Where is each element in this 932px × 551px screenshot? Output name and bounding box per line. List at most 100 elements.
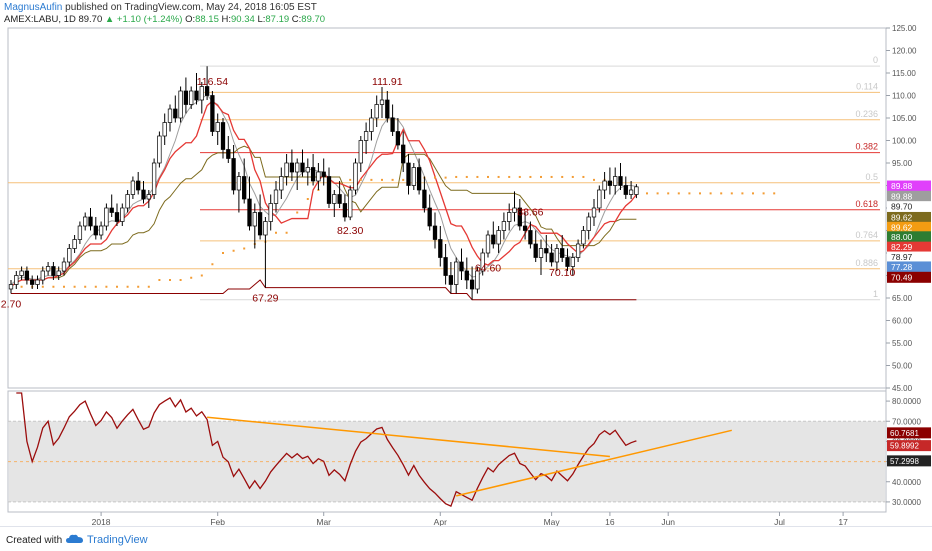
candle-body xyxy=(19,270,24,276)
candle-body xyxy=(438,239,443,258)
projection-dot xyxy=(158,279,161,281)
projection-dot xyxy=(508,175,511,178)
candle-body xyxy=(173,108,178,119)
chart-canvas[interactable]: 125.00 120.00 115.00 110.00 105.00 100.00 95.0… xyxy=(0,0,932,526)
candle-body xyxy=(342,203,348,218)
price-badge xyxy=(887,190,931,202)
author-link[interactable]: MagnusAufin xyxy=(4,2,63,13)
candle-body xyxy=(496,230,501,245)
swing-annotation: 82.30 xyxy=(337,225,363,237)
projection-dot xyxy=(275,231,277,234)
swing-annotation: 88.66 xyxy=(517,207,543,219)
candle-body xyxy=(628,189,634,195)
projection-dot xyxy=(147,285,150,288)
tradingview-brand-link[interactable]: TradingView xyxy=(66,533,148,546)
candle-body xyxy=(475,270,480,290)
candle-body xyxy=(512,207,517,213)
price-tick-label: 45.00 xyxy=(892,384,913,393)
projection-dot xyxy=(381,178,383,181)
candle-body xyxy=(348,189,353,218)
candle-body xyxy=(390,117,395,132)
projection-dot xyxy=(370,178,373,181)
support-line xyxy=(11,279,637,301)
projection-dot xyxy=(232,249,235,252)
red-conversion-line xyxy=(10,100,637,288)
candle-body xyxy=(385,99,390,119)
high-value: 90.34 xyxy=(231,14,255,25)
price-badge xyxy=(887,180,931,192)
candle-body xyxy=(136,180,141,191)
price-badge-label: 78.97 xyxy=(891,252,913,262)
close-value: 89.70 xyxy=(301,14,326,25)
price-badge-label: 70.49 xyxy=(891,272,913,282)
up-arrow-icon: ▲ xyxy=(104,14,115,25)
price-badge xyxy=(887,271,931,283)
projection-dot xyxy=(677,192,680,195)
projection-dot xyxy=(52,285,55,288)
projection-dot xyxy=(169,279,171,281)
projection-dot xyxy=(179,279,182,281)
candle-body xyxy=(326,176,332,204)
rsi-tick-label: 80.0000 xyxy=(892,397,921,406)
low-label: L: xyxy=(257,14,266,25)
projection-dot xyxy=(529,175,532,178)
candle-body xyxy=(98,225,104,236)
price-tick-label: 50.00 xyxy=(892,362,913,371)
candle-body xyxy=(332,194,337,204)
rsi-tick-label: 30.0000 xyxy=(892,498,921,507)
tradingview-brand-text: TradingView xyxy=(87,534,148,546)
candle-body xyxy=(353,162,358,191)
candle-body xyxy=(279,176,284,191)
fib-level-label: 0.382 xyxy=(855,142,878,152)
candle-body xyxy=(226,149,231,159)
candle-body xyxy=(305,167,310,173)
candle-body xyxy=(485,234,491,254)
candle-body xyxy=(257,212,263,236)
candle-body xyxy=(151,162,157,195)
projection-dot xyxy=(296,211,299,214)
candle-body xyxy=(560,248,565,258)
price-badge xyxy=(887,261,931,273)
projection-dot xyxy=(709,192,712,195)
rsi-badge-label: 59.8992 xyxy=(890,442,919,451)
open-value: 88.15 xyxy=(195,14,219,25)
swing-annotation: 64.60 xyxy=(475,263,501,275)
projection-dot xyxy=(720,192,723,195)
projection-dot xyxy=(349,178,352,181)
candle-body xyxy=(35,279,40,285)
candle-body xyxy=(114,212,120,222)
candle-body xyxy=(406,162,411,186)
published-text: published on TradingView.com, May 24, 20… xyxy=(65,2,317,13)
low-value: 87.19 xyxy=(265,14,290,25)
price-badge-label: 89.88 xyxy=(891,181,913,191)
candle-body xyxy=(204,86,210,96)
candle-body xyxy=(310,167,316,182)
candle-body xyxy=(501,221,507,231)
price-badge-label: 89.62 xyxy=(891,222,913,232)
candle-body xyxy=(454,261,459,285)
projection-dot xyxy=(190,276,193,279)
candle-body xyxy=(83,216,88,227)
rsi-badge xyxy=(887,427,931,439)
fib-level-label: 0 xyxy=(873,55,878,65)
projection-dot xyxy=(285,231,288,234)
projection-dot xyxy=(73,285,76,288)
projection-dot xyxy=(561,175,564,178)
rsi-badge-label: 60.7681 xyxy=(890,429,919,438)
projection-dot xyxy=(243,247,246,250)
candle-body xyxy=(411,167,416,186)
candle-body xyxy=(597,189,602,209)
candle-body xyxy=(162,122,167,137)
candle-body xyxy=(575,243,581,258)
candle-body xyxy=(141,189,146,200)
price-tick-label: 55.00 xyxy=(892,339,913,348)
rsi-tick-label: 40.0000 xyxy=(892,478,921,487)
time-tick-label: 16 xyxy=(605,517,615,526)
symbol-header: AMEX:LABU, 1D 89.70 ▲ +1.10 (+1.24%) O:8… xyxy=(4,14,325,26)
candle-body xyxy=(554,248,560,263)
swing-annotation: 70.10 xyxy=(549,267,575,279)
projection-dot xyxy=(730,192,733,195)
projection-dot xyxy=(126,285,129,288)
fib-level-label: 0.5 xyxy=(865,172,878,182)
candle-body xyxy=(194,90,199,101)
